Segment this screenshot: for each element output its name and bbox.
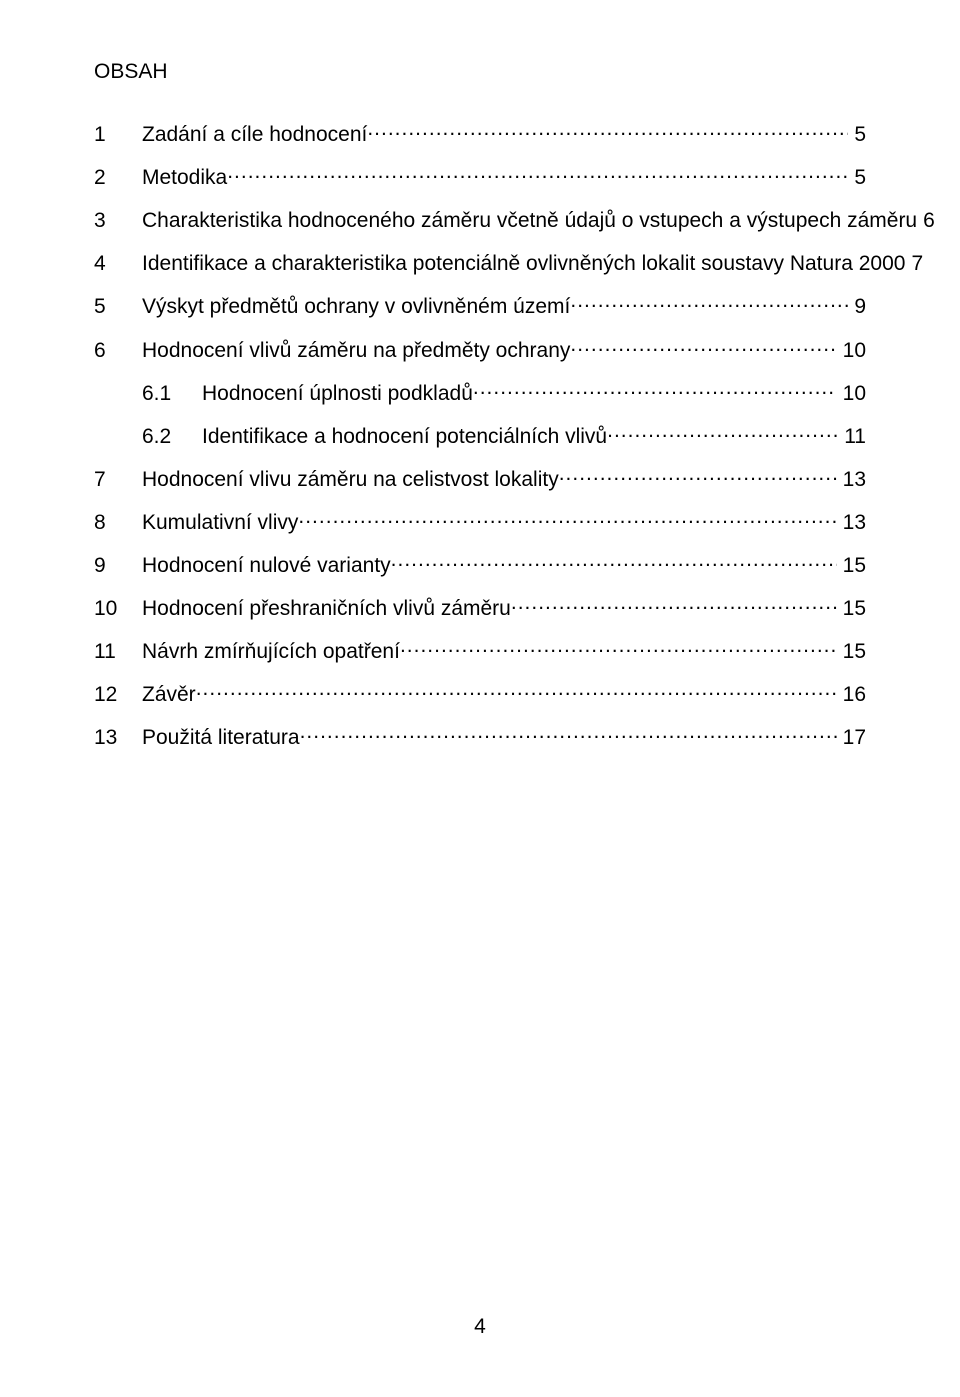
toc-entry-page: 5: [850, 123, 866, 147]
toc-entry-title: Charakteristika hodnoceného záměru včetn…: [142, 209, 917, 233]
toc-leader-dots: [196, 678, 837, 701]
toc-entry-number: 11: [94, 640, 142, 664]
toc-entry-number: 3: [94, 209, 142, 233]
toc-entry-page: 6: [919, 209, 935, 233]
toc-leader-dots: [400, 635, 837, 658]
toc-entry-title: Identifikace a charakteristika potenciál…: [142, 252, 905, 276]
toc-entry: 13Použitá literatura 17: [94, 721, 866, 750]
toc-leader-dots: [473, 377, 837, 400]
toc-entry-page: 10: [839, 382, 866, 406]
toc-entry-page: 13: [839, 468, 866, 492]
toc-entry-page: 15: [839, 640, 866, 664]
toc-entry-number: 4: [94, 252, 142, 276]
toc-entry-page: 15: [839, 554, 866, 578]
toc-leader-dots: [300, 721, 837, 744]
table-of-contents: 1Zadání a cíle hodnocení 5 2Metodika 5 3Char…: [94, 118, 866, 750]
toc-leader-dots: [559, 463, 837, 486]
toc-entry: 6.1Hodnocení úplnosti podkladů 10: [94, 377, 866, 406]
toc-entry: 3Charakteristika hodnoceného záměru včet…: [94, 204, 866, 233]
toc-entry-number: 6: [94, 339, 142, 363]
toc-leader-dots: [607, 420, 838, 443]
toc-entry-title: Hodnocení vlivů záměru na předměty ochra…: [142, 339, 570, 363]
toc-leader-dots: [227, 161, 848, 184]
toc-entry-number: 2: [94, 166, 142, 190]
toc-entry-page: 10: [839, 339, 866, 363]
toc-leader-dots: [298, 506, 836, 529]
toc-entry: 7Hodnocení vlivu záměru na celistvost lo…: [94, 463, 866, 492]
toc-leader-dots: [367, 118, 848, 141]
toc-entry: 2Metodika 5: [94, 161, 866, 190]
toc-entry: 5Výskyt předmětů ochrany v ovlivněném úz…: [94, 290, 866, 319]
toc-entry-number: 10: [94, 597, 142, 621]
toc-entry-number: 9: [94, 554, 142, 578]
toc-entry: 10Hodnocení přeshraničních vlivů záměru 1…: [94, 592, 866, 621]
toc-entry-title: Identifikace a hodnocení potenciálních v…: [202, 425, 607, 449]
toc-entry: 6Hodnocení vlivů záměru na předměty ochr…: [94, 333, 866, 362]
toc-entry-number: 8: [94, 511, 142, 535]
toc-entry-title: Závěr: [142, 683, 196, 707]
page-number: 4: [0, 1315, 960, 1339]
toc-entry-title: Hodnocení úplnosti podkladů: [202, 382, 473, 406]
toc-entry-title: Hodnocení nulové varianty: [142, 554, 391, 578]
toc-entry: 11Návrh zmírňujících opatření 15: [94, 635, 866, 664]
toc-entry-title: Použitá literatura: [142, 726, 300, 750]
toc-entry-title: Zadání a cíle hodnocení: [142, 123, 367, 147]
toc-entry-page: 11: [840, 425, 866, 449]
toc-entry-title: Hodnocení přeshraničních vlivů záměru: [142, 597, 511, 621]
toc-entry-title: Metodika: [142, 166, 227, 190]
toc-leader-dots: [570, 290, 848, 313]
toc-entry-page: 9: [850, 295, 866, 319]
toc-entry-number: 7: [94, 468, 142, 492]
toc-entry-number: 13: [94, 726, 142, 750]
toc-entry: 8Kumulativní vlivy 13: [94, 506, 866, 535]
toc-entry-number: 6.1: [142, 382, 202, 406]
toc-entry-number: 1: [94, 123, 142, 147]
toc-entry-page: 15: [839, 597, 866, 621]
toc-entry-page: 17: [839, 726, 866, 750]
toc-leader-dots: [511, 592, 837, 615]
toc-entry: 1Zadání a cíle hodnocení 5: [94, 118, 866, 147]
section-header: OBSAH: [94, 60, 866, 84]
toc-entry: 6.2Identifikace a hodnocení potenciálníc…: [94, 420, 866, 449]
toc-leader-dots: [391, 549, 837, 572]
toc-entry: 12Závěr 16: [94, 678, 866, 707]
toc-entry-title: Hodnocení vlivu záměru na celistvost lok…: [142, 468, 559, 492]
toc-entry-number: 6.2: [142, 425, 202, 449]
toc-leader-dots: [570, 333, 836, 356]
toc-entry: 9Hodnocení nulové varianty 15: [94, 549, 866, 578]
toc-entry-page: 13: [839, 511, 866, 535]
toc-entry-title: Návrh zmírňujících opatření: [142, 640, 400, 664]
toc-entry-number: 12: [94, 683, 142, 707]
toc-entry-title: Kumulativní vlivy: [142, 511, 298, 535]
toc-entry: 4Identifikace a charakteristika potenciá…: [94, 247, 866, 276]
toc-entry-page: 5: [850, 166, 866, 190]
toc-entry-page: 7: [907, 252, 923, 276]
toc-entry-page: 16: [839, 683, 866, 707]
toc-entry-title: Výskyt předmětů ochrany v ovlivněném úze…: [142, 295, 570, 319]
toc-entry-number: 5: [94, 295, 142, 319]
